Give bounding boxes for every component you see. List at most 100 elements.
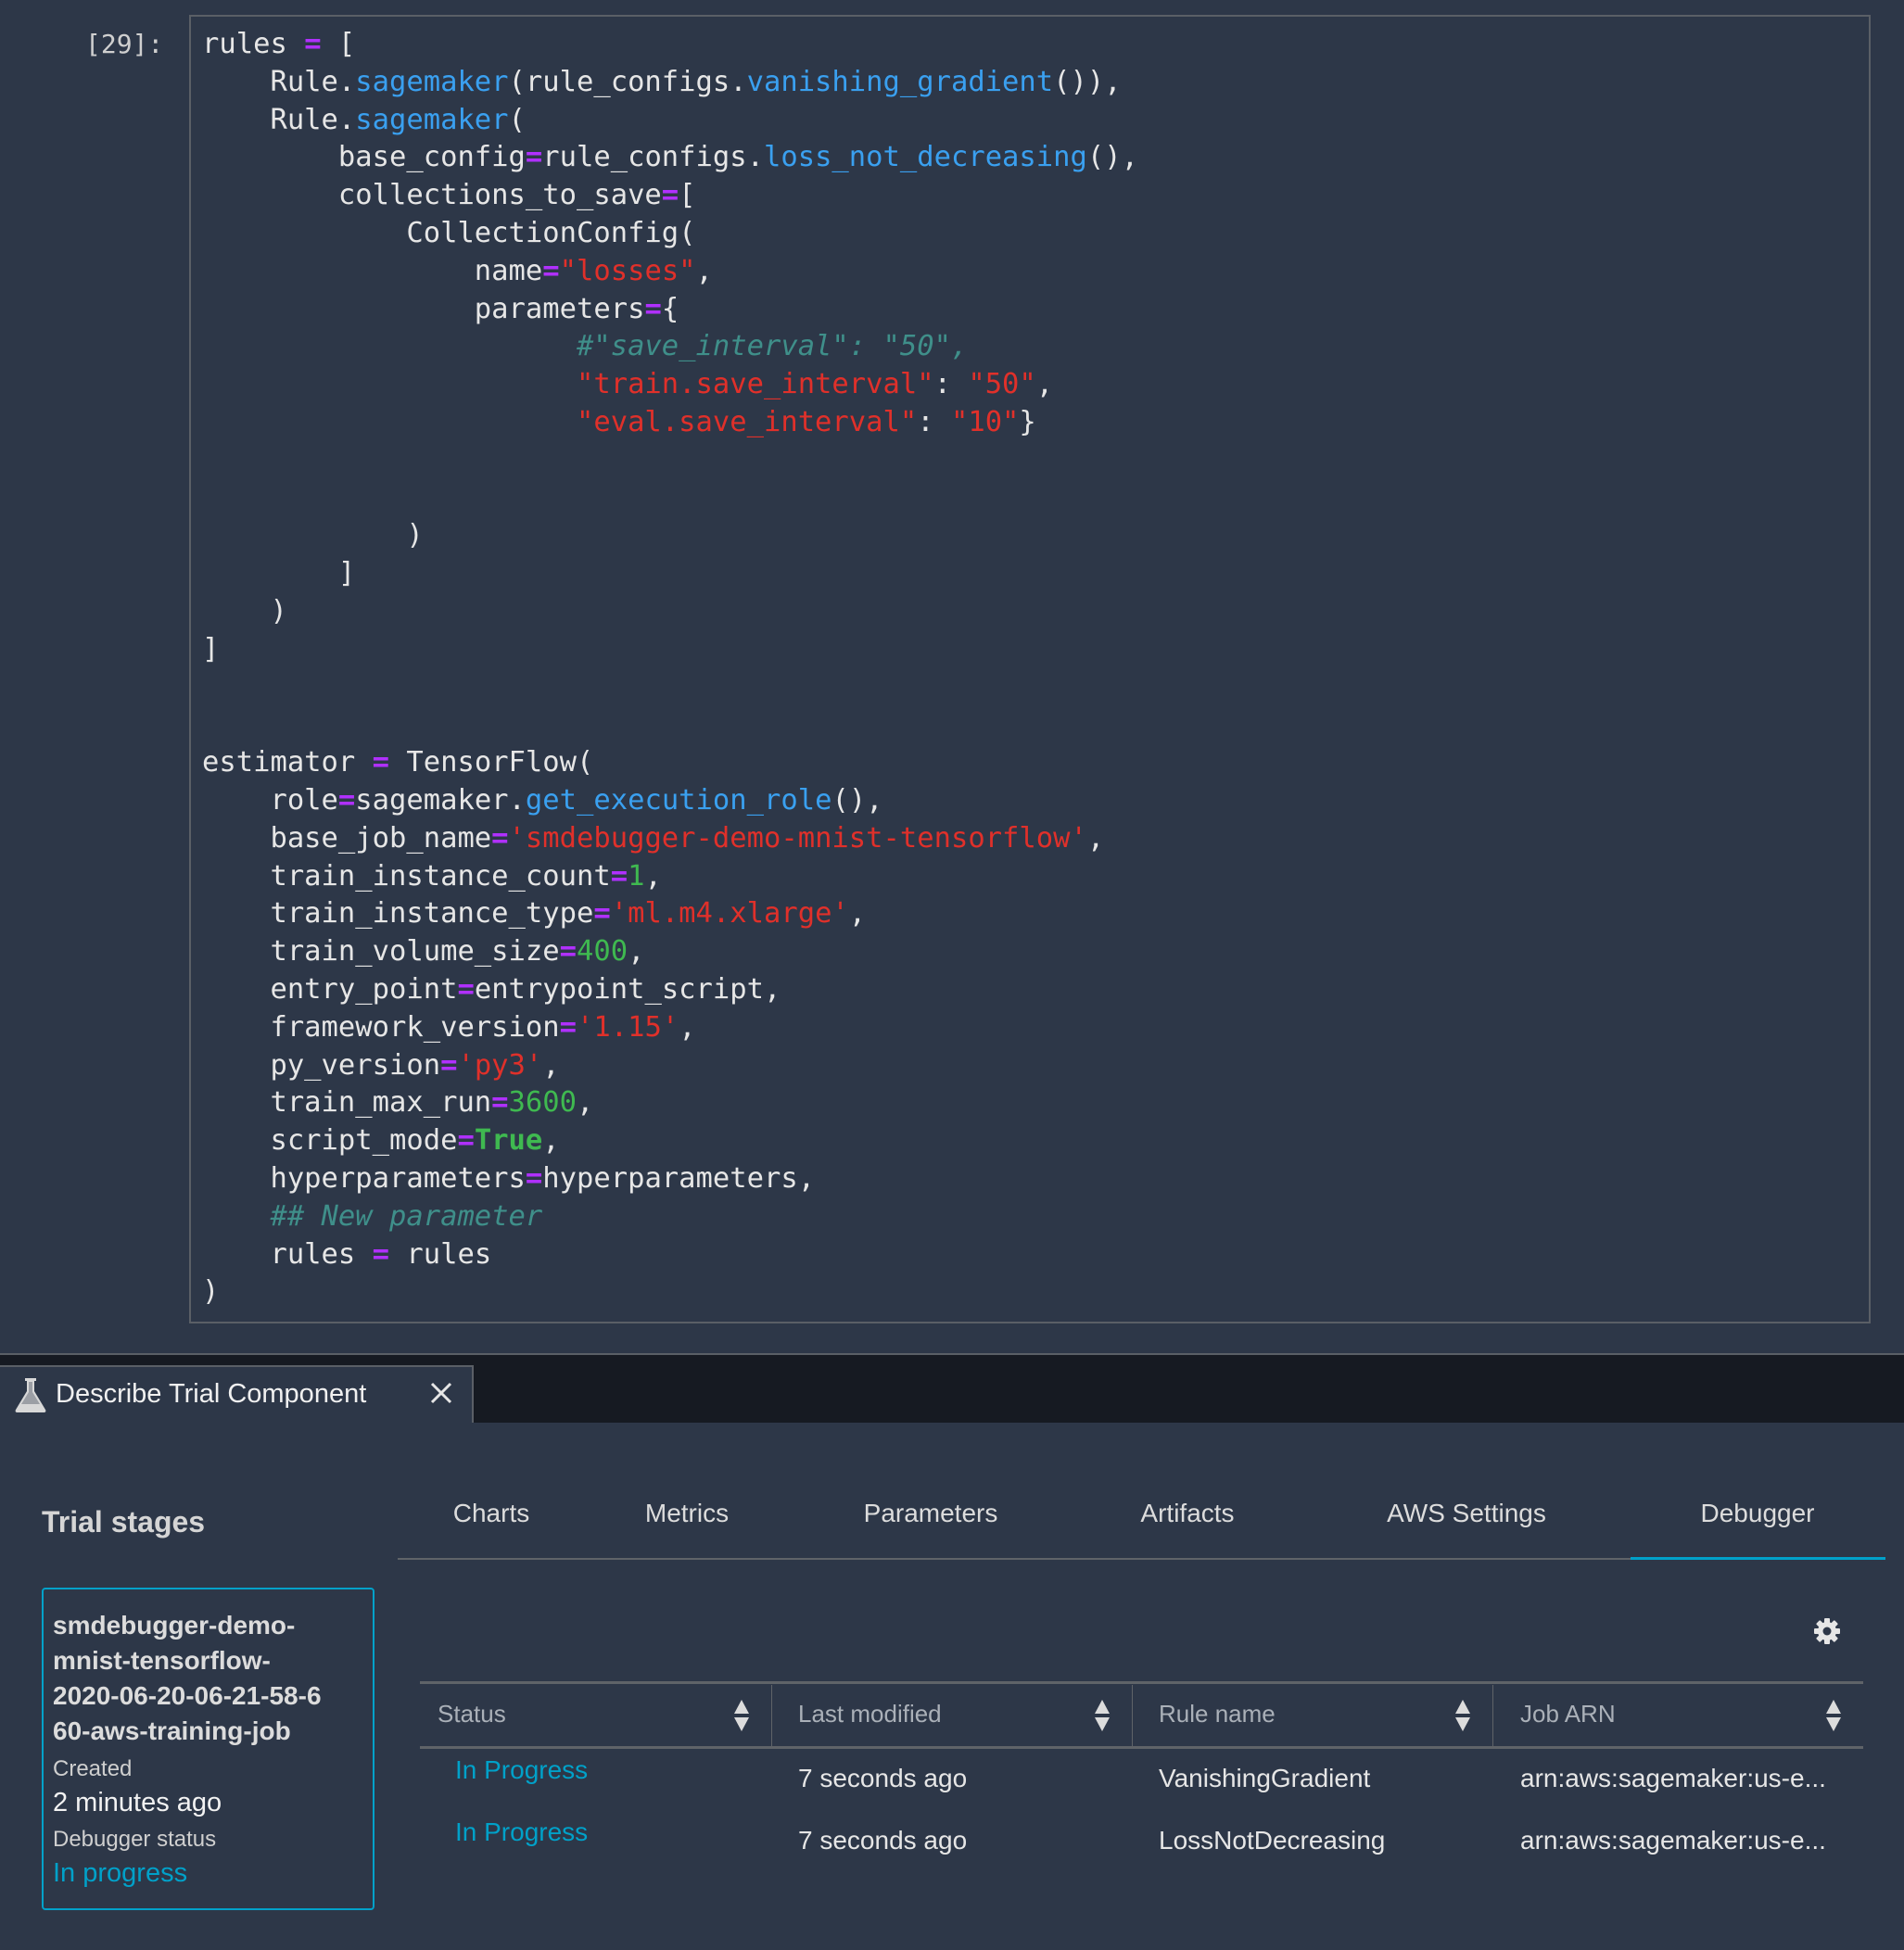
code-line: "eval.save_interval": "10"} <box>202 404 1138 442</box>
code-token: entrypoint_script, <box>474 972 781 1006</box>
job-arn[interactable]: arn:aws:sagemaker:us-e... <box>1520 1826 1826 1855</box>
code-line: train_volume_size=400, <box>202 933 1138 971</box>
sort-icon[interactable] <box>1824 1699 1843 1732</box>
column-divider <box>771 1685 772 1747</box>
code-token: = <box>372 1237 390 1271</box>
code-token: ()), <box>1053 65 1122 98</box>
code-token: Rule. <box>202 65 356 98</box>
code-token: [ <box>679 179 696 212</box>
column-header-last-modified[interactable]: Last modified <box>798 1700 942 1728</box>
column-header-rule-name[interactable]: Rule name <box>1159 1700 1276 1728</box>
code-token: ] <box>202 557 356 590</box>
code-token: ) <box>202 594 287 627</box>
table-top-border <box>420 1681 1863 1684</box>
trial-stage-card[interactable]: smdebugger-demo- mnist-tensorflow- 2020-… <box>42 1588 374 1910</box>
code-token: train_max_run <box>202 1086 492 1120</box>
sort-icon[interactable] <box>732 1699 751 1732</box>
code-token: Rule. <box>202 103 356 136</box>
code-line: train_instance_count=1, <box>202 858 1138 896</box>
job-arn[interactable]: arn:aws:sagemaker:us-e... <box>1520 1764 1826 1792</box>
code-token: 3600 <box>508 1086 577 1120</box>
code-line <box>202 706 1138 744</box>
code-token: hyperparameters <box>202 1161 526 1195</box>
tab-metrics[interactable]: Metrics <box>644 1499 730 1527</box>
code-token: = <box>440 1048 458 1082</box>
sort-icon[interactable] <box>1093 1699 1111 1732</box>
cell-prompt: [29]: <box>85 29 164 59</box>
code-line: train_max_run=3600, <box>202 1084 1138 1122</box>
tab-aws-settings[interactable]: AWS Settings <box>1387 1499 1546 1527</box>
tab-title: Describe Trial Component <box>56 1379 367 1409</box>
code-token: = <box>491 1086 509 1120</box>
code-token: rules <box>202 28 305 60</box>
code-line: name="losses", <box>202 253 1138 291</box>
code-line: "train.save_interval": "50", <box>202 366 1138 404</box>
code-token: [ <box>321 28 356 60</box>
code-token: "train.save_interval" <box>202 368 934 401</box>
code-token: : <box>917 405 951 438</box>
column-header-job-arn[interactable]: Job ARN <box>1520 1700 1616 1728</box>
tab-parameters[interactable]: Parameters <box>863 1499 998 1527</box>
trial-name-line: mnist-tensorflow- <box>53 1646 271 1675</box>
tab-describe-trial-component[interactable]: Describe Trial Component <box>0 1365 474 1423</box>
code-token: , <box>542 1124 560 1158</box>
code-line: ) <box>202 593 1138 631</box>
code-line: parameters={ <box>202 291 1138 329</box>
code-token: sagemaker. <box>355 783 526 817</box>
column-divider <box>1492 1685 1493 1747</box>
code-token: = <box>559 935 577 969</box>
rule-name: LossNotDecreasing <box>1159 1826 1386 1855</box>
code-token: , <box>679 1010 696 1044</box>
code-line: Rule.sagemaker( <box>202 102 1138 140</box>
code-token: TensorFlow( <box>389 746 594 779</box>
close-icon[interactable] <box>423 1374 460 1412</box>
tabs-divider <box>398 1558 1885 1560</box>
code-token: base_config <box>202 141 526 174</box>
code-token: sagemaker <box>355 65 509 98</box>
code-line: estimator = TensorFlow( <box>202 744 1138 782</box>
code-line: py_version='py3', <box>202 1047 1138 1085</box>
code-editor[interactable]: rules = [ Rule.sagemaker(rule_configs.va… <box>202 26 1138 1311</box>
code-token: (), <box>1086 141 1138 174</box>
code-token: name <box>202 254 543 287</box>
code-token: get_execution_role <box>525 783 832 817</box>
created-label: Created <box>53 1756 133 1781</box>
code-line: ) <box>202 517 1138 555</box>
code-line: script_mode=True, <box>202 1122 1138 1160</box>
rule-name: VanishingGradient <box>1159 1764 1371 1792</box>
code-line: base_job_name='smdebugger-demo-mnist-ten… <box>202 820 1138 858</box>
code-token: ) <box>202 1275 220 1309</box>
code-token: ] <box>202 632 220 665</box>
code-token: = <box>644 292 662 325</box>
code-token: = <box>337 783 356 817</box>
code-token: = <box>372 746 390 779</box>
code-token: , <box>1035 368 1054 401</box>
code-line: rules = [ <box>202 26 1138 64</box>
code-token: = <box>610 859 628 893</box>
code-token: ## New parameter <box>202 1199 543 1233</box>
code-cell[interactable] <box>189 15 1871 1323</box>
gear-icon[interactable] <box>1813 1617 1841 1645</box>
flask-icon <box>15 1378 46 1412</box>
code-line: framework_version='1.15', <box>202 1009 1138 1047</box>
code-token: , <box>1086 821 1105 855</box>
code-line: CollectionConfig( <box>202 215 1138 253</box>
tab-artifacts[interactable]: Artifacts <box>1140 1499 1235 1527</box>
sort-icon[interactable] <box>1453 1699 1472 1732</box>
code-token: , <box>695 254 713 287</box>
code-token: = <box>304 28 322 60</box>
tab-debugger[interactable]: Debugger <box>1700 1499 1815 1527</box>
code-token: 1 <box>628 859 645 893</box>
tab-charts[interactable]: Charts <box>452 1499 530 1527</box>
code-line: entry_point=entrypoint_script, <box>202 971 1138 1009</box>
code-token: : <box>933 368 969 401</box>
column-header-status[interactable]: Status <box>438 1700 506 1728</box>
code-token: } <box>1019 405 1036 438</box>
code-token: , <box>577 1086 594 1120</box>
code-token: , <box>848 897 867 931</box>
code-token: estimator <box>202 746 373 779</box>
code-token: = <box>491 821 509 855</box>
code-token: = <box>542 254 560 287</box>
code-line: base_config=rule_configs.loss_not_decrea… <box>202 139 1138 177</box>
column-divider <box>1132 1685 1133 1747</box>
